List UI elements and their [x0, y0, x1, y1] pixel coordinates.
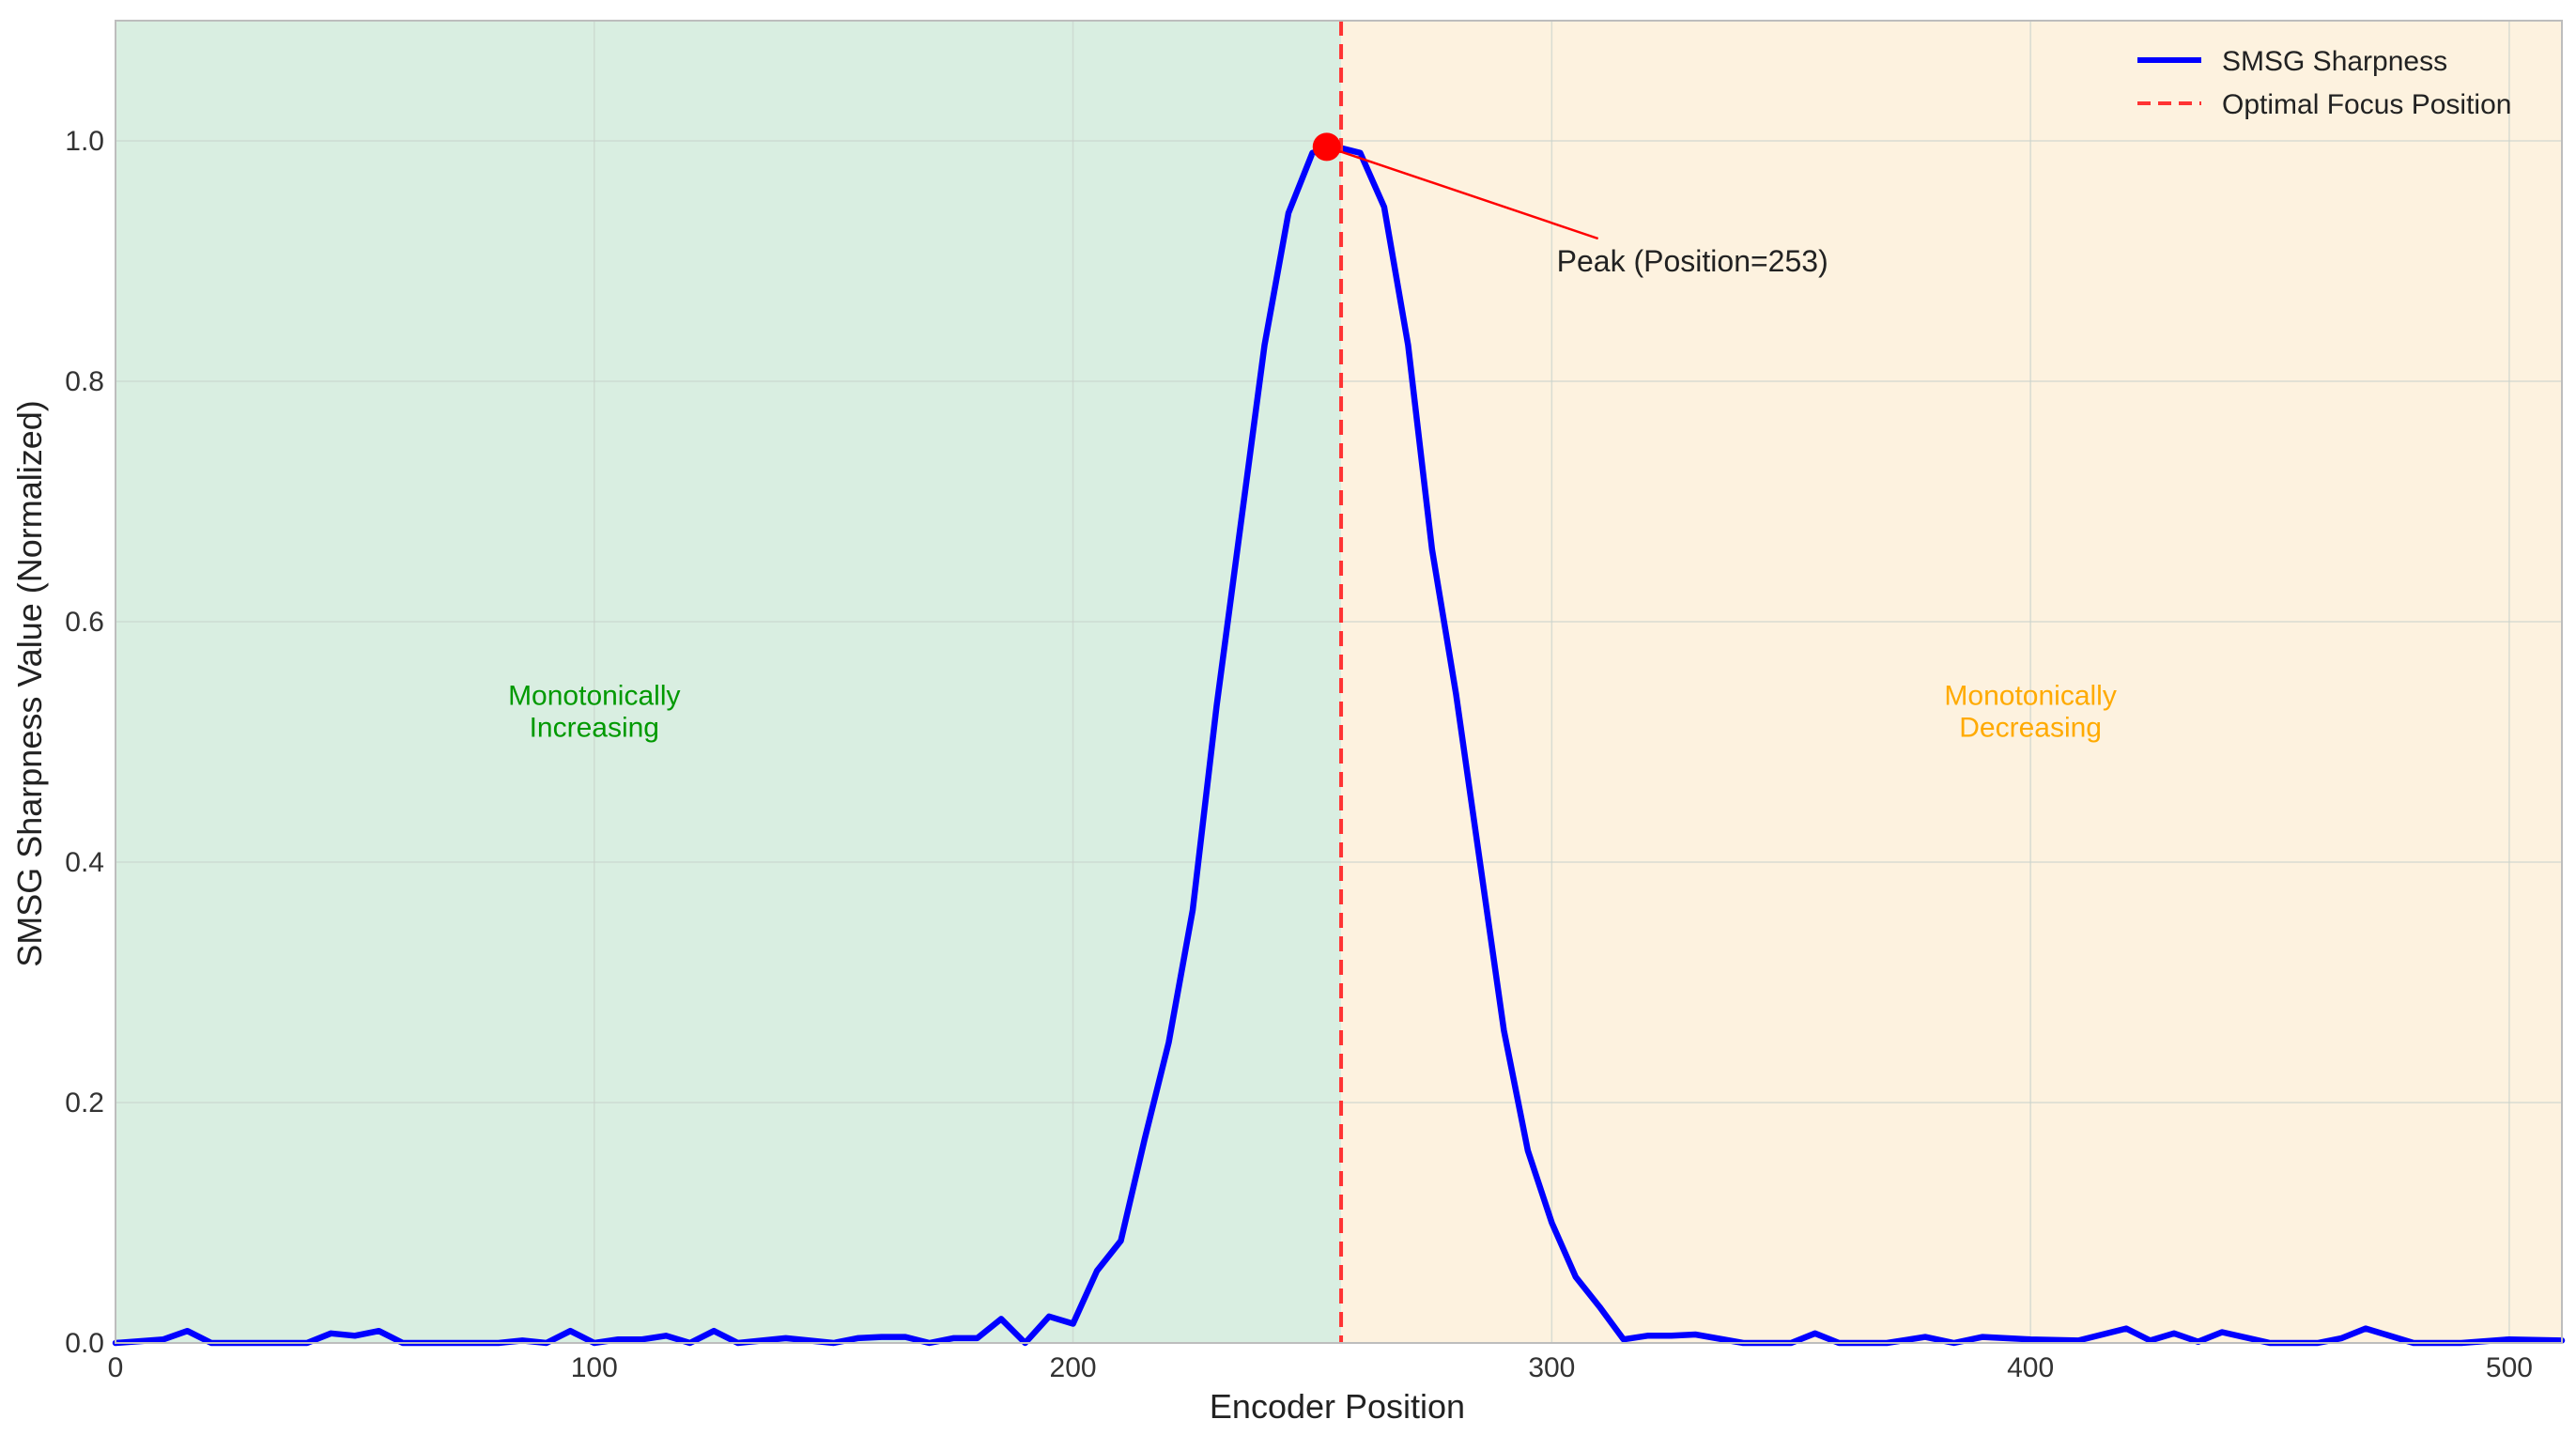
region-label-1-line1: Monotonically — [1944, 680, 2116, 711]
region-fill-0 — [116, 21, 1342, 1343]
annotation-layer: MonotonicallyIncreasingMonotonicallyDecr… — [508, 21, 2117, 1343]
peak-label: Peak (Position=253) — [1557, 244, 1828, 278]
series-layer — [112, 144, 2566, 1347]
x-tick-label: 100 — [571, 1352, 618, 1383]
x-axis-label: Encoder Position — [1210, 1387, 1465, 1426]
region-fill-1 — [1341, 21, 2562, 1343]
x-tick-label: 300 — [1528, 1352, 1575, 1383]
y-tick-label: 0.6 — [65, 607, 104, 638]
y-tick-label: 0.4 — [65, 847, 104, 878]
x-tick-label: 400 — [2007, 1352, 2054, 1383]
x-tick-layer: 0 100 200 300 400 500 — [108, 1352, 2533, 1383]
region-label-0-line2: Increasing — [530, 712, 659, 743]
peak-arrow — [1326, 146, 1599, 240]
y-tick-label: 1.0 — [65, 126, 104, 157]
region-label-0-line1: Monotonically — [508, 680, 680, 711]
x-tick-label: 200 — [1050, 1352, 1097, 1383]
region-label-1-line2: Decreasing — [1959, 712, 2102, 743]
x-tick-label: 0 — [108, 1352, 124, 1383]
y-tick-label: 0.8 — [65, 366, 104, 397]
x-tick-label: 500 — [2486, 1352, 2533, 1383]
region-layer — [116, 21, 2562, 1343]
y-tick-layer: 0.0 0.2 0.4 0.6 0.8 1.0 — [65, 126, 104, 1359]
legend-label-sharpness: SMSG Sharpness — [2222, 46, 2447, 77]
y-tick-label: 0.0 — [65, 1328, 104, 1359]
plot-frame — [115, 20, 2563, 1344]
series-line-sharpness — [112, 144, 2566, 1347]
legend: SMSG Sharpness Optimal Focus Position — [2137, 46, 2511, 120]
peak-marker — [1312, 132, 1341, 162]
y-tick-label: 0.2 — [65, 1088, 104, 1119]
legend-label-optimal: Optimal Focus Position — [2222, 89, 2511, 120]
y-axis-label: SMSG Sharpness Value (Normalized) — [10, 400, 49, 967]
